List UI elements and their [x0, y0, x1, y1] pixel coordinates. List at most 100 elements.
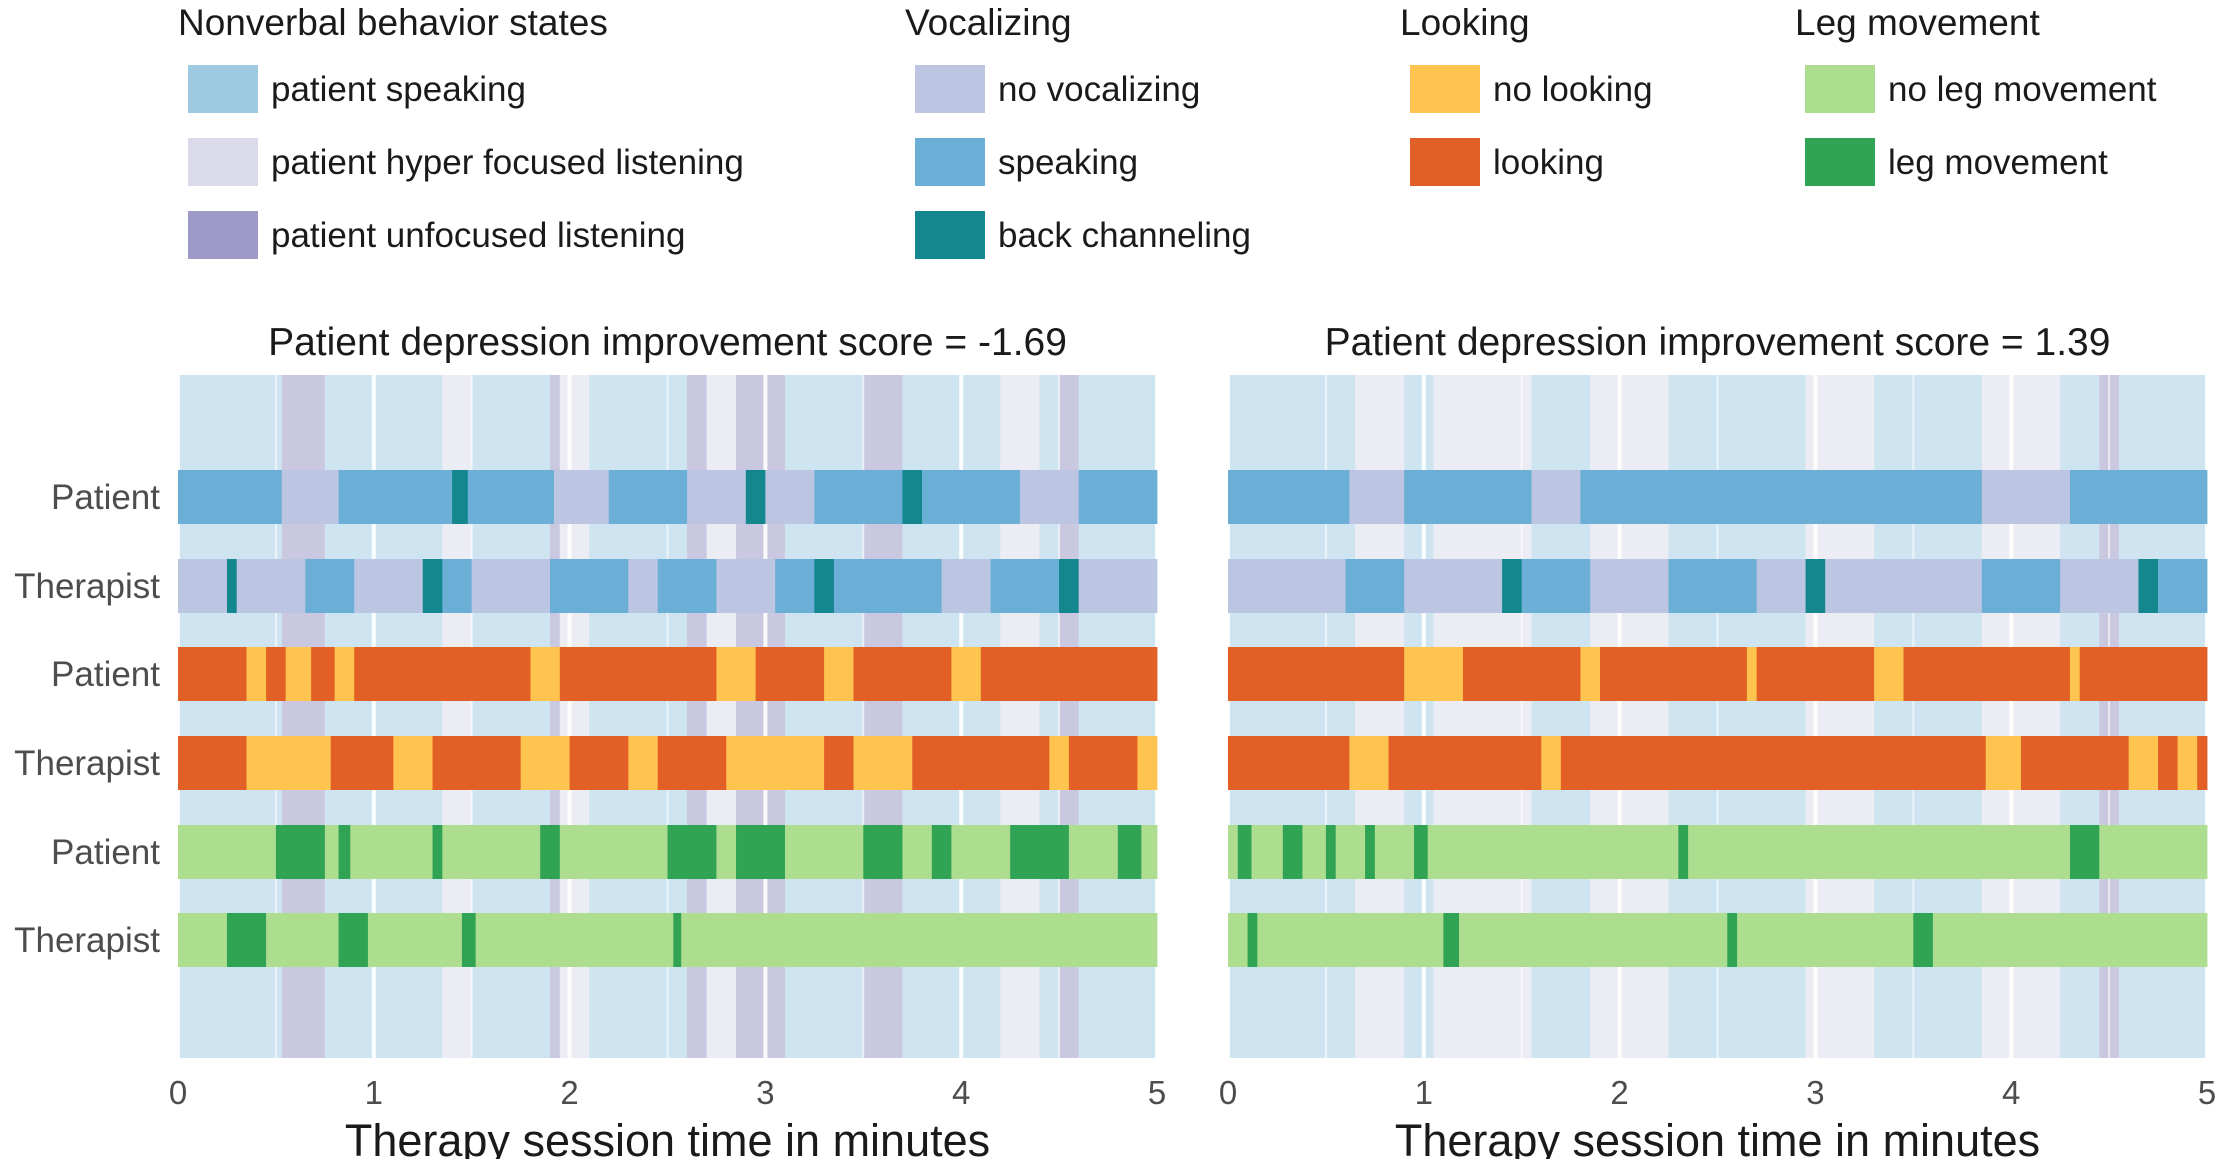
segment-no-leg-movement — [1141, 825, 1158, 879]
row-therapist-leg-movement — [178, 913, 1158, 967]
segment-leg-movement — [540, 825, 561, 879]
segment-looking — [178, 736, 247, 790]
segment-looking — [1388, 736, 1542, 790]
segment-no-leg-movement — [1688, 825, 2071, 879]
x-tick-label: 5 — [2198, 1074, 2216, 1111]
segment-speaking — [657, 559, 717, 613]
segment-no-vocalizing — [941, 559, 991, 613]
segment-no-leg-movement — [1257, 913, 1444, 967]
segment-no-vocalizing — [553, 470, 610, 524]
segment-leg-movement — [667, 825, 717, 879]
segment-no-vocalizing — [1349, 470, 1405, 524]
segment-no-vocalizing — [1756, 559, 1807, 613]
state-band-patient-unfocused-listening — [1059, 375, 1079, 1058]
segment-back-channeling — [745, 470, 766, 524]
segment-looking — [569, 736, 629, 790]
x-tick-label: 1 — [1415, 1074, 1433, 1111]
segment-no-leg-movement — [1228, 913, 1248, 967]
row-therapist-vocalizing — [1228, 559, 2208, 613]
row-label-patient: Patient — [51, 655, 160, 694]
segment-leg-movement — [931, 825, 952, 879]
segment-looking — [853, 647, 952, 701]
segment-leg-movement — [1010, 825, 1070, 879]
segment-speaking — [990, 559, 1060, 613]
segment-no-vocalizing — [628, 559, 659, 613]
segment-leg-movement — [1365, 825, 1376, 879]
segment-looking — [1228, 736, 1350, 790]
segment-no-vocalizing — [1078, 559, 1158, 613]
segment-no-looking — [2069, 647, 2081, 701]
segment-no-looking — [1404, 647, 1464, 701]
segment-speaking — [550, 559, 629, 613]
legend-group-looking: Looking no looking looking — [1400, 2, 1653, 186]
legend-title: Vocalizing — [905, 2, 1072, 43]
segment-speaking — [2158, 559, 2208, 613]
segment-no-leg-movement — [681, 913, 1158, 967]
legend-key-back-channeling — [915, 211, 985, 259]
segment-no-looking — [1137, 736, 1158, 790]
segment-no-vocalizing — [281, 470, 339, 524]
segment-speaking — [814, 470, 903, 524]
segment-no-looking — [1349, 736, 1389, 790]
segment-no-leg-movement — [559, 825, 668, 879]
segment-no-leg-movement — [350, 825, 433, 879]
segment-leg-movement — [275, 825, 326, 879]
segment-no-vocalizing — [354, 559, 424, 613]
segment-back-channeling — [902, 470, 923, 524]
segment-speaking — [178, 470, 283, 524]
legend-label-back-channeling: back channeling — [998, 216, 1251, 255]
segment-no-leg-movement — [951, 825, 1011, 879]
segment-no-looking — [1580, 647, 1601, 701]
legend-key-leg-movement — [1805, 138, 1875, 186]
row-patient-leg-movement — [1228, 825, 2208, 879]
segment-looking — [178, 647, 247, 701]
segment-looking — [2158, 736, 2179, 790]
segment-looking — [311, 647, 336, 701]
segment-no-looking — [520, 736, 570, 790]
segment-looking — [1462, 647, 1581, 701]
segment-looking — [1600, 647, 1748, 701]
row-therapist-vocalizing — [178, 559, 1158, 613]
row-label-patient: Patient — [51, 833, 160, 872]
segment-leg-movement — [736, 825, 786, 879]
segment-no-vocalizing — [1404, 559, 1503, 613]
segment-no-leg-movement — [442, 825, 541, 879]
row-patient-vocalizing — [1228, 470, 2208, 524]
x-tick-label: 0 — [1219, 1074, 1237, 1111]
legend-key-looking — [1410, 138, 1480, 186]
segment-speaking — [2069, 470, 2208, 524]
row-label-patient: Patient — [51, 478, 160, 517]
segment-no-looking — [2128, 736, 2159, 790]
segment-no-vocalizing — [236, 559, 306, 613]
segment-no-vocalizing — [1228, 559, 1346, 613]
segment-no-looking — [726, 736, 825, 790]
segment-no-leg-movement — [1459, 913, 1728, 967]
x-axis-title: Therapy session time in minutes — [345, 1115, 990, 1159]
legend-label-no-leg-movement: no leg movement — [1888, 70, 2157, 109]
segment-looking — [432, 736, 522, 790]
segment-no-leg-movement — [1251, 825, 1284, 879]
segment-back-channeling — [452, 470, 469, 524]
segment-no-vocalizing — [1981, 470, 2071, 524]
legend-group-nonverbal-behavior-states: Nonverbal behavior states patient speakin… — [178, 2, 744, 259]
segment-speaking — [922, 470, 1021, 524]
segment-speaking — [1078, 470, 1158, 524]
segment-looking — [755, 647, 825, 701]
legend-label-patient-unfocused-listening: patient unfocused listening — [271, 216, 685, 255]
segment-speaking — [1668, 559, 1758, 613]
segment-no-leg-movement — [1335, 825, 1366, 879]
legend-label-patient-speaking: patient speaking — [271, 70, 526, 109]
segment-no-vocalizing — [687, 470, 747, 524]
segment-no-looking — [1049, 736, 1070, 790]
state-band-patient-speaking — [1039, 375, 1060, 1058]
segment-leg-movement — [1282, 825, 1303, 879]
legend-title: Leg movement — [1795, 2, 2040, 43]
segment-leg-movement — [461, 913, 477, 967]
segment-looking — [2079, 647, 2208, 701]
segment-leg-movement — [338, 913, 369, 967]
segment-no-looking — [246, 647, 267, 701]
x-axis: 0 1 2 3 4 5 — [169, 1074, 1166, 1111]
segment-no-leg-movement — [178, 825, 277, 879]
legend-title: Looking — [1400, 2, 1530, 43]
segment-no-looking — [275, 736, 332, 790]
